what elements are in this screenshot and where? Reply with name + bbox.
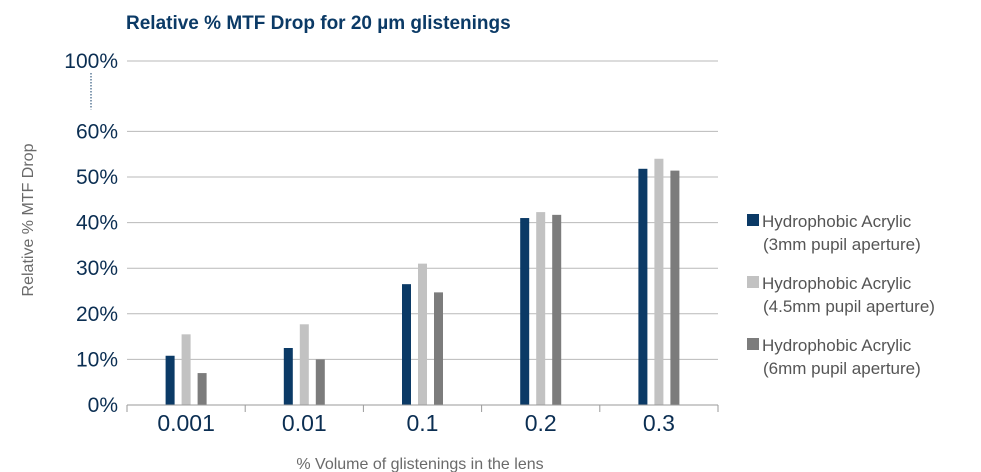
- legend-label-detail: (4.5mm pupil aperture): [763, 297, 935, 316]
- legend-label-detail: (6mm pupil aperture): [763, 359, 921, 378]
- y-axis-ticks: 0% 10% 20% 30% 40% 50% 60% 100%: [64, 50, 118, 417]
- bar: [418, 263, 427, 405]
- bar: [654, 158, 664, 405]
- bar: [165, 355, 175, 405]
- bar: [552, 214, 562, 405]
- bar: [670, 170, 680, 405]
- bar: [520, 218, 530, 405]
- bar: [638, 168, 648, 405]
- bar: [299, 324, 309, 405]
- bar: [283, 348, 293, 405]
- bar: [181, 334, 191, 405]
- x-axis: 0.001 0.01 0.1 0.2 0.3: [126, 404, 719, 436]
- legend-label-detail: (3mm pupil aperture): [763, 235, 921, 254]
- legend-swatch: [747, 338, 759, 350]
- x-tick-label: 0.001: [157, 410, 215, 436]
- y-tick-label: 40%: [76, 212, 118, 235]
- y-tick-label: 20%: [76, 303, 118, 326]
- y-axis-label: Relative % MTF Drop: [20, 143, 37, 296]
- bar: [315, 359, 325, 405]
- y-tick-label: 30%: [76, 257, 118, 280]
- bars: [165, 158, 680, 405]
- legend-swatch: [747, 276, 759, 288]
- legend-swatch: [747, 214, 759, 226]
- x-tick-label: 0.1: [407, 410, 439, 436]
- bar: [434, 292, 443, 405]
- legend-label: Hydrophobic Acrylic: [762, 336, 912, 355]
- legend-label: Hydrophobic Acrylic: [762, 274, 912, 293]
- y-tick-label: 50%: [76, 166, 118, 189]
- chart-title: Relative % MTF Drop for 20 µm glistening…: [126, 13, 511, 34]
- x-axis-label: % Volume of glistenings in the lens: [296, 456, 543, 472]
- legend-label: Hydrophobic Acrylic: [762, 212, 912, 231]
- x-tick-label: 0.3: [643, 410, 675, 436]
- x-tick-label: 0.01: [282, 410, 327, 436]
- legend: Hydrophobic Acrylic (3mm pupil aperture) H…: [747, 212, 935, 378]
- y-tick-label: 0%: [88, 394, 118, 417]
- y-tick-label: 100%: [64, 50, 118, 73]
- bar: [197, 373, 207, 405]
- bar: [402, 284, 411, 405]
- y-tick-label: 10%: [76, 348, 118, 371]
- x-tick-label: 0.2: [525, 410, 557, 436]
- bar: [536, 212, 546, 405]
- y-tick-label: 60%: [76, 120, 118, 143]
